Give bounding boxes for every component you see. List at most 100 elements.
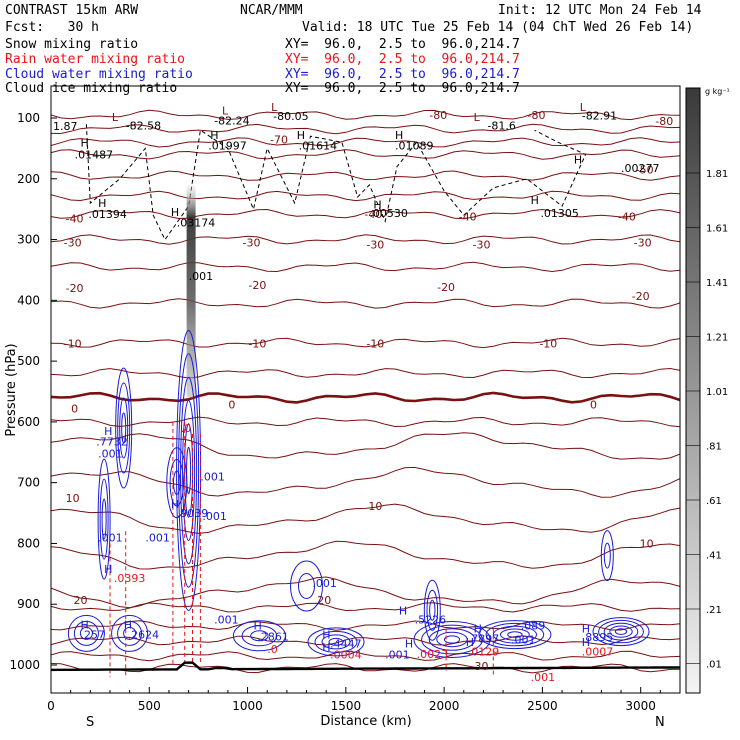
temperature-contour-line bbox=[51, 663, 680, 674]
y-axis-title: Pressure (hPa) bbox=[4, 343, 19, 436]
cloud-water-contour bbox=[507, 631, 523, 638]
temperature-contour-label: -40 bbox=[459, 210, 477, 223]
temperature-contour-label: 0 bbox=[228, 398, 235, 411]
colorbar-tick-label: .21 bbox=[706, 605, 722, 616]
temperature-contour-label: 10 bbox=[66, 492, 80, 505]
colorbar-tick-label: 1.61 bbox=[706, 224, 728, 235]
field-snow-xy: XY= 96.0, 2.5 to 96.0,214.7 bbox=[285, 37, 520, 52]
cloud-ice-label: .01997 bbox=[208, 139, 247, 152]
cloud-water-contour bbox=[123, 626, 137, 640]
temperature-contour-label: -70 bbox=[270, 133, 288, 146]
cloud-water-label: .4447 bbox=[330, 638, 362, 651]
y-tick-label: 300 bbox=[17, 233, 40, 247]
colorbar-tick-label: .61 bbox=[706, 496, 722, 507]
temperature-contour-line bbox=[51, 123, 680, 135]
temperature-contour-label: -20 bbox=[437, 281, 455, 294]
extremum-marker: H bbox=[80, 136, 88, 149]
rain-water-label: .0023 bbox=[417, 648, 449, 661]
cloud-water-label: .9039 bbox=[177, 507, 209, 520]
temperature-contour-line bbox=[51, 234, 680, 245]
cloud-water-contour bbox=[119, 397, 129, 459]
rain-water-label: .0 bbox=[267, 643, 278, 656]
temperature-contour-line bbox=[51, 137, 680, 148]
north-label: N bbox=[655, 715, 665, 730]
extremum-marker: H bbox=[531, 194, 539, 207]
extremum-marker: H bbox=[405, 638, 413, 651]
temperature-contour-label: -10 bbox=[366, 337, 384, 350]
cloud-water-contour bbox=[180, 376, 198, 565]
cloud-water-contour bbox=[321, 634, 351, 650]
field-cloudice-xy: XY= 96.0, 2.5 to 96.0,214.7 bbox=[285, 81, 520, 96]
temperature-contour-line bbox=[51, 261, 680, 273]
temperature-contour-line bbox=[51, 602, 680, 613]
cloud-water-contour bbox=[421, 624, 483, 655]
temperature-contour-label: 20 bbox=[317, 594, 331, 607]
extremum-marker: H bbox=[171, 498, 179, 511]
extremum-marker: H bbox=[297, 129, 305, 142]
extremum-marker: H bbox=[253, 619, 261, 632]
cloud-ice-label: -82.91 bbox=[582, 110, 617, 123]
x-tick-label: 3000 bbox=[625, 699, 656, 713]
terrain-line bbox=[51, 661, 680, 672]
cloud-water-contour bbox=[79, 626, 93, 640]
colorbar-tick-label: .01 bbox=[706, 660, 722, 671]
temperature-contour-label: -80 bbox=[655, 115, 673, 128]
extremum-marker: H bbox=[124, 618, 132, 631]
y-tick-label: 700 bbox=[17, 476, 40, 490]
temperature-contour-label: -30 bbox=[634, 237, 652, 250]
cloud-water-label: .089 bbox=[521, 619, 546, 632]
cloud-water-label: .7897 bbox=[468, 632, 500, 645]
south-label: S bbox=[86, 715, 94, 730]
cloud-ice-label: .00530 bbox=[369, 207, 408, 220]
cloud-water-contour bbox=[117, 382, 131, 474]
temperature-contour-label: 10 bbox=[640, 537, 654, 550]
y-tick-label: 500 bbox=[17, 354, 40, 368]
temperature-contour-line bbox=[51, 149, 680, 160]
temperature-contour-line bbox=[51, 337, 680, 349]
cloud-water-contour bbox=[500, 628, 530, 641]
temperature-contour-line bbox=[51, 540, 680, 570]
y-tick-label: 900 bbox=[17, 597, 40, 611]
colorbar-tick-label: .41 bbox=[706, 551, 722, 562]
org-title: NCAR/MMM bbox=[240, 3, 303, 18]
forecast-hour: Fcst: 30 h bbox=[5, 20, 99, 35]
rain-water-label: .0004 bbox=[330, 649, 362, 662]
cloud-ice-label: .03174 bbox=[177, 217, 216, 230]
x-tick-label: 1500 bbox=[331, 699, 362, 713]
cloud-water-contour bbox=[426, 589, 439, 631]
cloud-water-contour bbox=[290, 560, 323, 612]
temperature-contour-label: 30 bbox=[474, 660, 488, 673]
temperature-contour-label: 10 bbox=[368, 500, 382, 513]
colorbar-units: g kg⁻¹ bbox=[705, 87, 730, 96]
cloud-water-label: .001 bbox=[98, 447, 123, 460]
extremum-marker: L bbox=[112, 111, 119, 124]
temperature-contour-label: -80 bbox=[528, 109, 546, 122]
cloud-water-contour bbox=[173, 470, 181, 495]
y-tick-label: 1000 bbox=[9, 658, 40, 672]
cloud-water-contour bbox=[603, 622, 639, 641]
extremum-marker: L bbox=[222, 105, 229, 118]
temperature-contour-line bbox=[51, 416, 680, 428]
cloud-water-contour bbox=[307, 627, 365, 657]
cloud-water-contour bbox=[232, 620, 286, 652]
cloud-water-contour bbox=[250, 630, 269, 642]
field-cloudwater-label: Cloud water mixing ratio bbox=[5, 67, 193, 82]
cloud-water-label: .7732 bbox=[96, 435, 128, 448]
cloud-ice-label: .01614 bbox=[299, 139, 338, 152]
temperature-contour-line bbox=[51, 503, 680, 534]
y-tick-label: 800 bbox=[17, 536, 40, 550]
cloud-water-contour bbox=[413, 621, 491, 658]
cloud-water-label: .257 bbox=[80, 629, 105, 642]
extremum-marker: H bbox=[395, 129, 403, 142]
field-snow-label: Snow mixing ratio bbox=[5, 37, 139, 52]
extremum-marker: L bbox=[474, 111, 481, 124]
extremum-marker: H bbox=[104, 425, 112, 438]
cloud-water-contour bbox=[436, 631, 468, 648]
colorbar-tick-label: .81 bbox=[706, 442, 722, 453]
x-tick-label: 1000 bbox=[232, 699, 263, 713]
cloud-water-contour bbox=[117, 620, 143, 646]
temperature-contour-line bbox=[51, 391, 680, 404]
cloud-water-label: .001 bbox=[511, 633, 536, 646]
field-rain-xy: XY= 96.0, 2.5 to 96.0,214.7 bbox=[285, 52, 520, 67]
cloud-ice-label: .01305 bbox=[540, 207, 579, 220]
